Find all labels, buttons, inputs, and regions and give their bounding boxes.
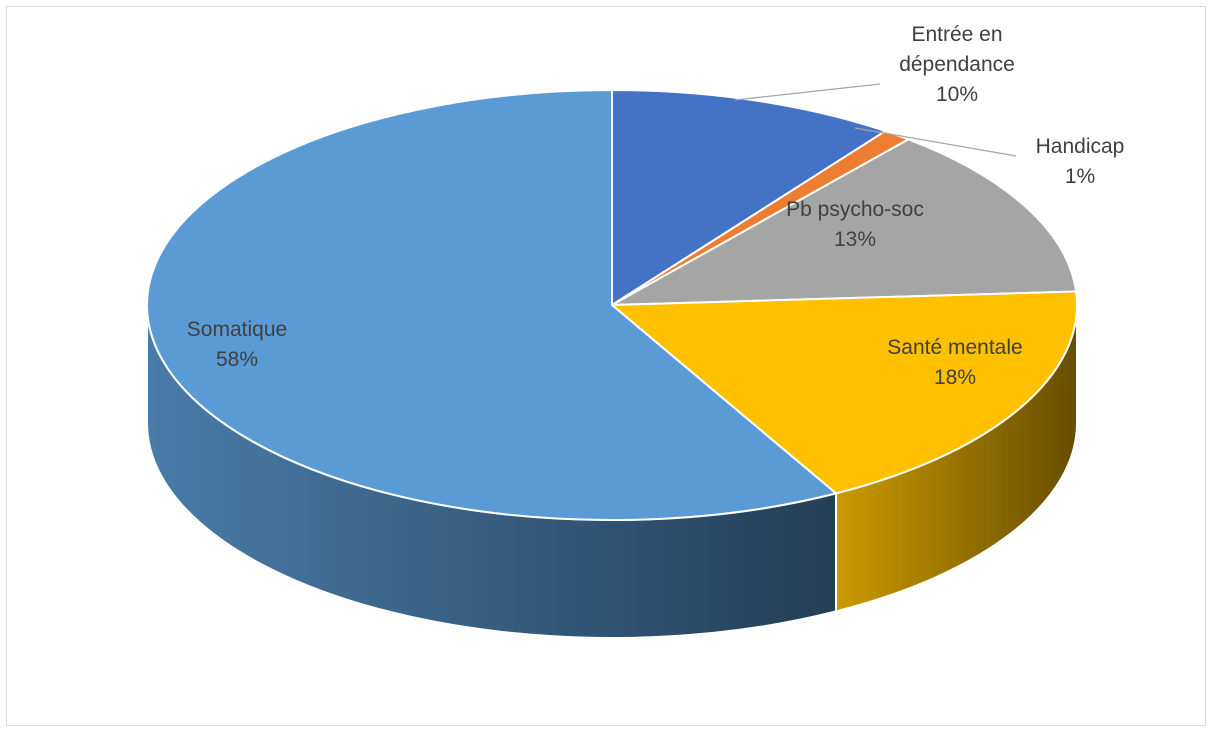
leader-line <box>854 127 1017 157</box>
data-label: Pb psycho-soc 13% <box>755 195 955 255</box>
label-category: Entrée en dépendance <box>899 23 1015 76</box>
pie-slice <box>146 88 839 521</box>
data-label: Entrée en dépendance 10% <box>867 20 1047 110</box>
label-value: 13% <box>833 228 877 251</box>
leader-line <box>734 83 881 101</box>
label-value: 1% <box>1064 165 1096 188</box>
data-label: Handicap 1% <box>1010 132 1150 192</box>
pie-slice <box>609 290 1078 495</box>
label-value: 58% <box>215 348 259 371</box>
data-label: Somatique 58% <box>157 315 317 375</box>
label-category: Santé mentale <box>887 336 1023 359</box>
pie-slice <box>611 88 888 307</box>
label-category: Pb psycho-soc <box>786 198 924 221</box>
label-category: Somatique <box>186 318 288 341</box>
label-value: 18% <box>933 366 977 389</box>
chart-frame <box>6 6 1206 726</box>
pie-slice <box>611 138 1078 306</box>
label-category: Handicap <box>1035 135 1125 158</box>
data-label: Santé mentale 18% <box>845 333 1065 393</box>
label-value: 10% <box>935 83 979 106</box>
